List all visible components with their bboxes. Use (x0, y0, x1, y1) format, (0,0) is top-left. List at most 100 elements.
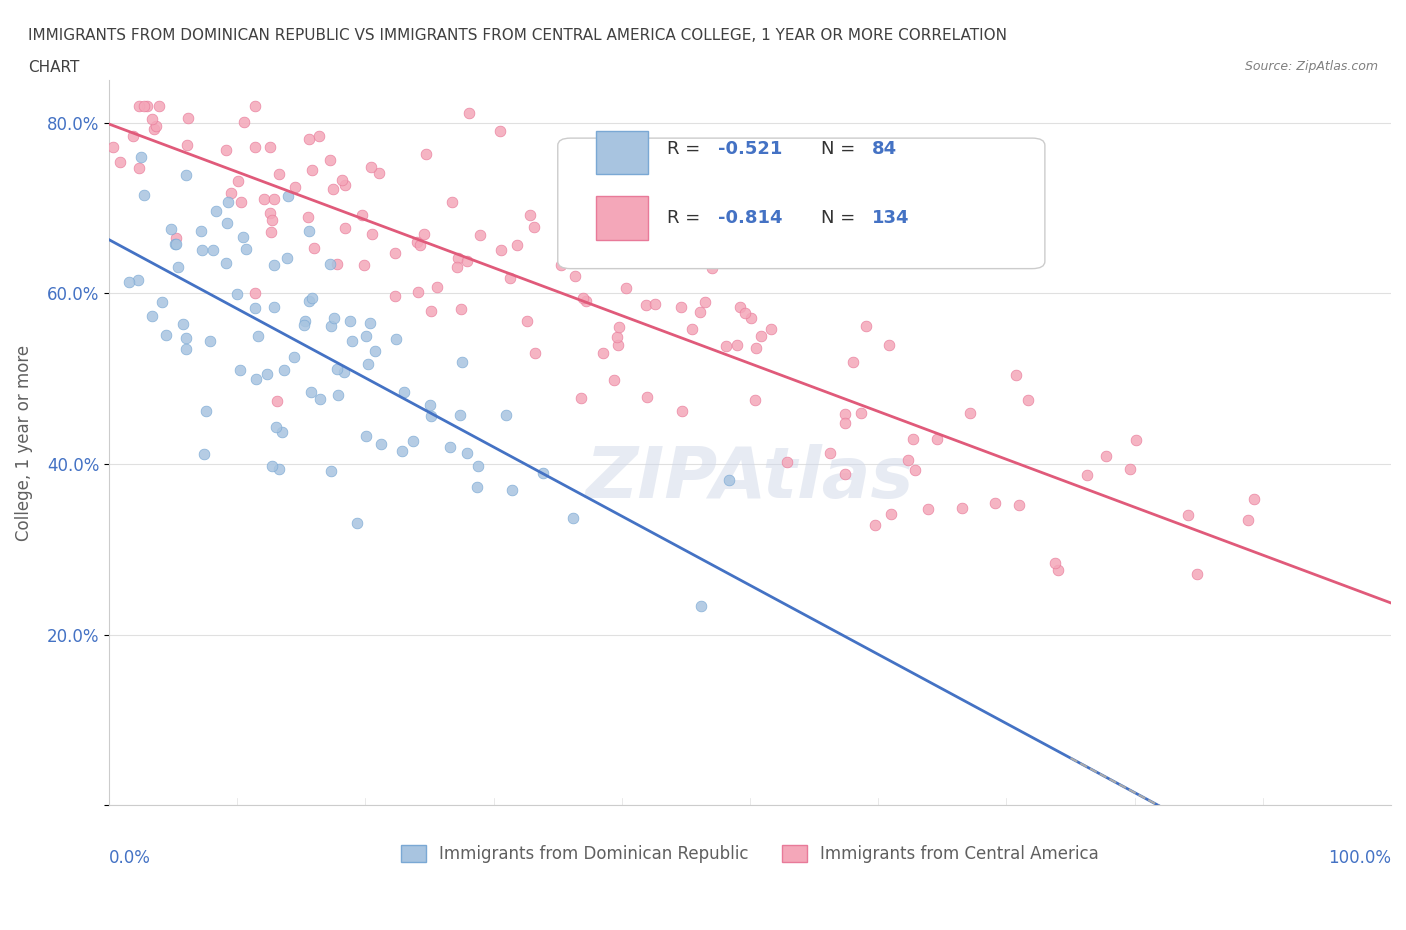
Point (309, 392, 332, 406)
Point (191, 242, 214, 257)
Point (689, 305, 711, 320)
Point (195, 403, 218, 418)
Point (1045, 555, 1067, 570)
Point (219, 186, 242, 201)
Point (332, 172, 354, 187)
Point (253, 192, 276, 206)
Point (277, 189, 299, 204)
Point (350, 207, 373, 222)
Point (246, 328, 269, 343)
Point (489, 242, 512, 257)
Point (356, 357, 378, 372)
Point (896, 452, 918, 467)
Point (1076, 467, 1098, 482)
Point (198, 334, 221, 349)
Point (689, 599, 711, 614)
Point (950, 500, 973, 515)
Point (959, 405, 981, 420)
Point (820, 446, 842, 461)
Point (744, 393, 766, 408)
Point (855, 319, 877, 334)
Point (456, 445, 478, 460)
Point (297, 209, 319, 224)
Point (606, 330, 628, 345)
Point (266, 393, 288, 408)
Point (449, 408, 471, 423)
Point (273, 363, 295, 378)
Point (391, 444, 413, 458)
Point (264, 419, 287, 434)
Point (283, 350, 305, 365)
Point (259, 224, 281, 239)
Point (644, 297, 666, 312)
Point (298, 132, 321, 147)
Point (636, 298, 658, 312)
Point (759, 322, 782, 337)
Point (340, 334, 363, 349)
Point (232, 230, 254, 245)
FancyBboxPatch shape (558, 139, 1045, 269)
Text: N =: N = (821, 209, 860, 227)
Point (519, 207, 541, 222)
Point (245, 300, 267, 315)
Point (588, 238, 610, 253)
Point (531, 466, 554, 481)
Point (702, 260, 724, 275)
Point (325, 362, 347, 377)
Point (776, 455, 799, 470)
Point (294, 313, 316, 328)
Point (718, 472, 741, 487)
Point (1185, 567, 1208, 582)
Text: 84: 84 (872, 140, 897, 158)
Point (145, 119, 167, 134)
Point (734, 306, 756, 321)
Point (308, 128, 330, 143)
Point (243, 286, 266, 300)
FancyBboxPatch shape (596, 196, 648, 240)
Point (259, 140, 281, 154)
Point (262, 458, 284, 473)
Point (263, 258, 285, 272)
Point (465, 480, 488, 495)
Point (215, 256, 238, 271)
Point (470, 227, 492, 242)
Text: 100.0%: 100.0% (1329, 849, 1391, 867)
Text: R =: R = (666, 140, 706, 158)
Point (1046, 563, 1069, 578)
Point (385, 332, 408, 347)
Point (467, 458, 489, 473)
Text: -0.521: -0.521 (718, 140, 782, 158)
Point (607, 320, 630, 335)
Point (501, 483, 523, 498)
Point (155, 328, 177, 343)
Point (446, 259, 468, 274)
Point (384, 246, 406, 260)
Point (409, 238, 432, 253)
Y-axis label: College, 1 year or more: College, 1 year or more (15, 345, 32, 540)
Point (488, 124, 510, 139)
Point (901, 432, 924, 446)
Point (128, 99, 150, 113)
Text: 0.0%: 0.0% (110, 849, 150, 867)
Point (142, 121, 165, 136)
Point (339, 313, 361, 328)
Point (101, 140, 124, 154)
Point (150, 294, 173, 309)
Point (302, 241, 325, 256)
Point (1008, 498, 1031, 512)
Point (177, 111, 200, 126)
Point (193, 446, 215, 461)
Point (122, 128, 145, 143)
Point (669, 299, 692, 314)
Point (353, 258, 375, 272)
Point (335, 220, 357, 235)
Point (176, 331, 198, 346)
Point (1177, 508, 1199, 523)
Point (440, 194, 463, 209)
Point (406, 285, 429, 299)
Point (863, 518, 886, 533)
Point (451, 354, 474, 369)
Point (714, 339, 737, 353)
Point (506, 238, 529, 253)
Point (516, 313, 538, 328)
